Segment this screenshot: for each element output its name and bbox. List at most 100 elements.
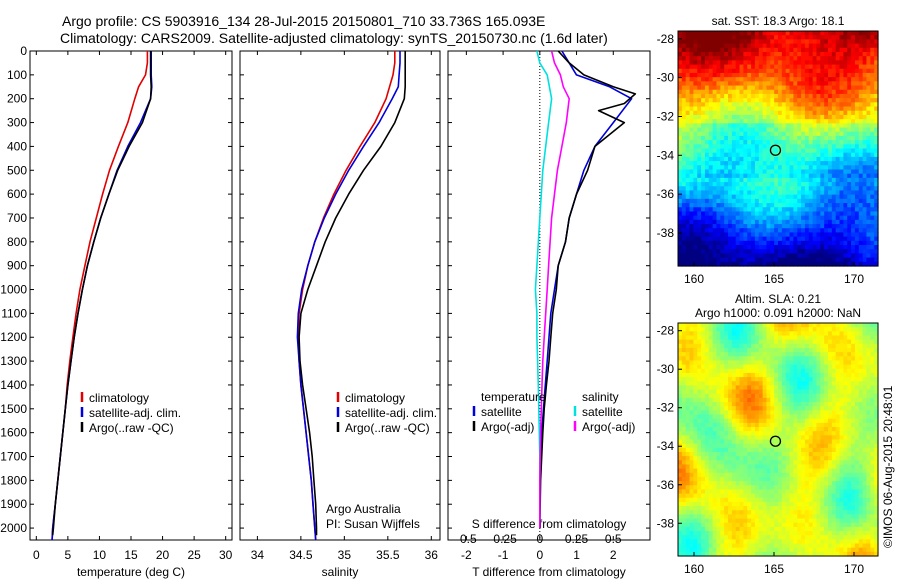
sst_map-cell	[708, 51, 714, 57]
sla_map-cell	[739, 464, 744, 470]
sla_map-cell	[870, 431, 875, 436]
sla_map-cell	[754, 331, 760, 337]
sst_map-cell	[685, 228, 691, 234]
sla_map-cell	[704, 343, 710, 349]
sla_map-cell	[735, 464, 741, 470]
sst_map-cell	[866, 47, 871, 53]
sst_map-cell	[820, 165, 825, 171]
sla_map-cell	[689, 385, 694, 391]
sst_map-cell	[685, 236, 691, 242]
sla_map-cell	[778, 427, 783, 432]
sst_map-cell	[866, 43, 871, 49]
sla_map-cell	[685, 372, 691, 378]
sla_map-cell	[851, 364, 856, 370]
sst_map-cell	[816, 207, 821, 213]
sla_map-cell	[843, 414, 848, 420]
sla_map-cell	[835, 389, 841, 395]
sst_map-cell	[843, 123, 848, 129]
sst_map-cell	[720, 257, 725, 263]
sla_map-cell	[854, 339, 860, 345]
sla_map-cell	[716, 377, 721, 382]
sla_map-cell	[804, 343, 810, 349]
sst_map-cell	[801, 110, 806, 116]
sla_map-cell	[847, 360, 852, 366]
sst_map-cell	[778, 224, 783, 229]
sla_map-cell	[708, 451, 714, 457]
sla_map-cell	[739, 393, 744, 399]
sst_map-cell	[689, 198, 694, 204]
sla_map-cell	[843, 343, 848, 349]
sst_map-cell	[820, 68, 825, 74]
sst_map-cell	[689, 106, 694, 112]
sst_map-cell	[854, 186, 860, 192]
sla_map-cell	[762, 339, 768, 345]
sst_map-cell	[774, 39, 779, 45]
sst_map-cell	[839, 31, 844, 36]
sla_map-cell	[739, 406, 744, 411]
sst_map-cell	[766, 215, 771, 221]
sst_map-cell	[774, 47, 779, 53]
sla_map-cell	[747, 418, 752, 424]
sla_map-cell	[689, 368, 694, 374]
sst_map-cell	[797, 177, 802, 183]
sst_map-cell	[812, 245, 818, 250]
sst_map-cell	[797, 198, 802, 204]
sst_map-cell	[870, 186, 875, 192]
sla_map-cell	[731, 368, 737, 374]
sla_map-cell	[839, 447, 844, 453]
sla_map-cell	[835, 402, 841, 407]
sla_map-cell	[766, 364, 771, 370]
sla_map-cell	[781, 418, 787, 424]
sst_map-cell	[751, 135, 756, 141]
sla_map-cell	[708, 422, 714, 428]
sst_map-cell	[685, 77, 691, 82]
sst_map-cell	[751, 198, 756, 204]
sst_map-cell	[801, 106, 806, 112]
sla_map-cell	[870, 451, 875, 457]
sla_map-cell	[751, 443, 756, 449]
sst_map-cell	[708, 119, 714, 124]
sla_map-cell	[758, 456, 764, 461]
sst_map-cell	[728, 194, 733, 200]
sst_map-cell	[720, 89, 725, 95]
sst_map-cell	[724, 93, 729, 99]
sla_map-cell	[801, 352, 806, 357]
sst_map-cell	[758, 47, 764, 53]
sst_map-cell	[751, 194, 756, 200]
sst_map-cell	[739, 123, 744, 129]
sla_map-cell	[851, 451, 856, 457]
sst_map-cell	[754, 249, 760, 255]
sst_map-cell	[704, 77, 710, 82]
sst_map-cell	[754, 144, 760, 150]
sla_map-cell	[678, 372, 683, 378]
sst_map-cell	[724, 232, 729, 238]
sst_map-cell	[735, 203, 741, 208]
sst_map-cell	[712, 148, 718, 154]
sst_map-cell	[789, 156, 794, 162]
sla_map-cell	[862, 360, 868, 366]
sst_map-cell	[854, 77, 860, 82]
sst_map-cell	[754, 35, 760, 40]
sst_map-cell	[685, 68, 691, 74]
sst_map-cell	[858, 89, 864, 95]
sla_map-cell	[824, 406, 829, 411]
sla_map-cell	[701, 451, 706, 457]
sst_map-cell	[701, 211, 706, 217]
sst_map-cell	[854, 224, 860, 229]
sla_map-cell	[839, 418, 844, 424]
sla_map-cell	[843, 385, 848, 391]
sst_map-cell	[766, 245, 771, 250]
sst_map-cell	[781, 64, 787, 70]
sla_map-cell	[854, 439, 860, 445]
sla_map-cell	[808, 347, 814, 353]
sla_map-cell	[835, 368, 841, 374]
sla_map-cell	[831, 414, 837, 420]
sla_map-cell	[728, 331, 733, 337]
sst_map-cell	[874, 169, 879, 175]
sst_map-cell	[804, 81, 810, 87]
sla_map-cell	[712, 431, 718, 436]
sla_map-cell	[770, 339, 775, 345]
sla_map-cell	[824, 431, 829, 436]
sst_map-cell	[766, 98, 771, 103]
sst_map-cell	[781, 203, 787, 208]
